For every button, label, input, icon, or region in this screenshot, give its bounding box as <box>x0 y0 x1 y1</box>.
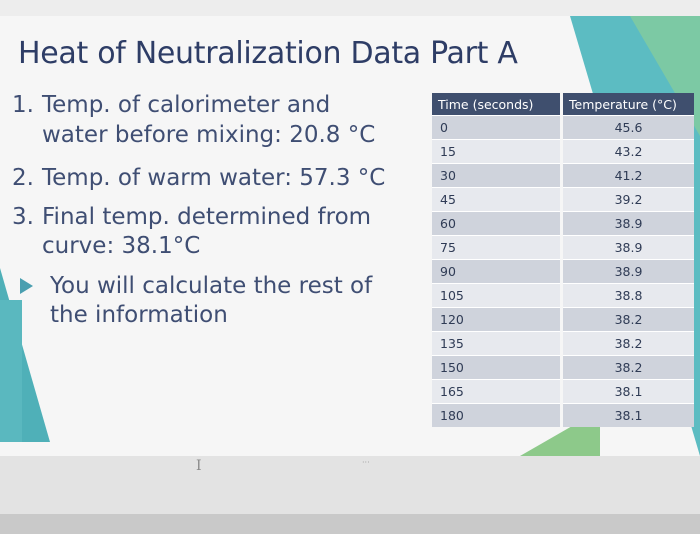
temperature-cell: 38.9 <box>561 211 694 236</box>
column-header-time: Time (seconds) <box>432 93 563 116</box>
bottom-area <box>0 456 700 514</box>
temperature-cell: 38.1 <box>561 379 694 404</box>
bullet-text-line2: the information <box>50 302 228 328</box>
temperature-cell: 43.2 <box>561 139 694 164</box>
time-cell: 45 <box>432 187 563 212</box>
list-number: 2. <box>12 165 34 191</box>
table-row: 15 43.2 <box>432 139 694 164</box>
top-strip <box>0 0 700 16</box>
list-number: 1. <box>12 92 34 118</box>
bottom-edge <box>0 514 700 534</box>
column-header-temperature: Temperature (°C) <box>561 93 694 116</box>
list-text-line1: Temp. of calorimeter and <box>42 92 331 118</box>
temperature-cell: 38.2 <box>561 355 694 380</box>
table-row: 30 41.2 <box>432 163 694 188</box>
tiny-mark: ··· <box>362 458 370 467</box>
table-row: 0 45.6 <box>432 115 694 140</box>
text-cursor-icon: I <box>196 458 202 474</box>
temperature-cell: 39.2 <box>561 187 694 212</box>
table-row: 75 38.9 <box>432 235 694 260</box>
table-row: 105 38.8 <box>432 283 694 308</box>
table-header-row: Time (seconds) Temperature (°C) <box>432 93 694 116</box>
time-cell: 75 <box>432 235 563 260</box>
table-body: 0 45.6 15 43.2 30 41.2 45 39.2 60 38.9 75 38.9 90 38.… <box>432 115 694 427</box>
time-cell: 135 <box>432 331 563 356</box>
table-row: 180 38.1 <box>432 403 694 427</box>
list-text-line1: Temp. of warm water: 57.3 °C <box>42 165 386 191</box>
time-cell: 15 <box>432 139 563 164</box>
time-cell: 60 <box>432 211 563 236</box>
temperature-cell: 38.2 <box>561 307 694 332</box>
temperature-cell: 45.6 <box>561 115 694 140</box>
temperature-cell: 38.1 <box>561 403 694 427</box>
table-row: 150 38.2 <box>432 355 694 380</box>
time-cell: 165 <box>432 379 563 404</box>
time-cell: 150 <box>432 355 563 380</box>
temperature-cell: 38.9 <box>561 235 694 260</box>
list-text-line2: water before mixing: 20.8 °C <box>42 122 376 148</box>
list-text-line2: curve: 38.1°C <box>42 233 201 259</box>
list-text-line1: Final temp. determined from <box>42 204 372 230</box>
data-table: Time (seconds) Temperature (°C) 0 45.6 15 4… <box>432 93 694 427</box>
time-cell: 30 <box>432 163 563 188</box>
time-cell: 0 <box>432 115 563 140</box>
bullet-text-line1: You will calculate the rest of <box>50 273 373 299</box>
decor-left-bar <box>0 300 22 442</box>
temperature-cell: 38.2 <box>561 331 694 356</box>
table-row: 165 38.1 <box>432 379 694 404</box>
slide-title: Heat of Neutralization Data Part A <box>18 36 518 71</box>
temperature-cell: 41.2 <box>561 163 694 188</box>
time-cell: 120 <box>432 307 563 332</box>
time-cell: 180 <box>432 403 563 427</box>
table-row: 90 38.9 <box>432 259 694 284</box>
time-cell: 90 <box>432 259 563 284</box>
temperature-cell: 38.8 <box>561 283 694 308</box>
table-row: 135 38.2 <box>432 331 694 356</box>
list-number: 3. <box>12 204 34 230</box>
time-cell: 105 <box>432 283 563 308</box>
table-row: 120 38.2 <box>432 307 694 332</box>
triangle-bullet-icon <box>20 278 33 294</box>
temperature-cell: 38.9 <box>561 259 694 284</box>
table-row: 60 38.9 <box>432 211 694 236</box>
table-row: 45 39.2 <box>432 187 694 212</box>
